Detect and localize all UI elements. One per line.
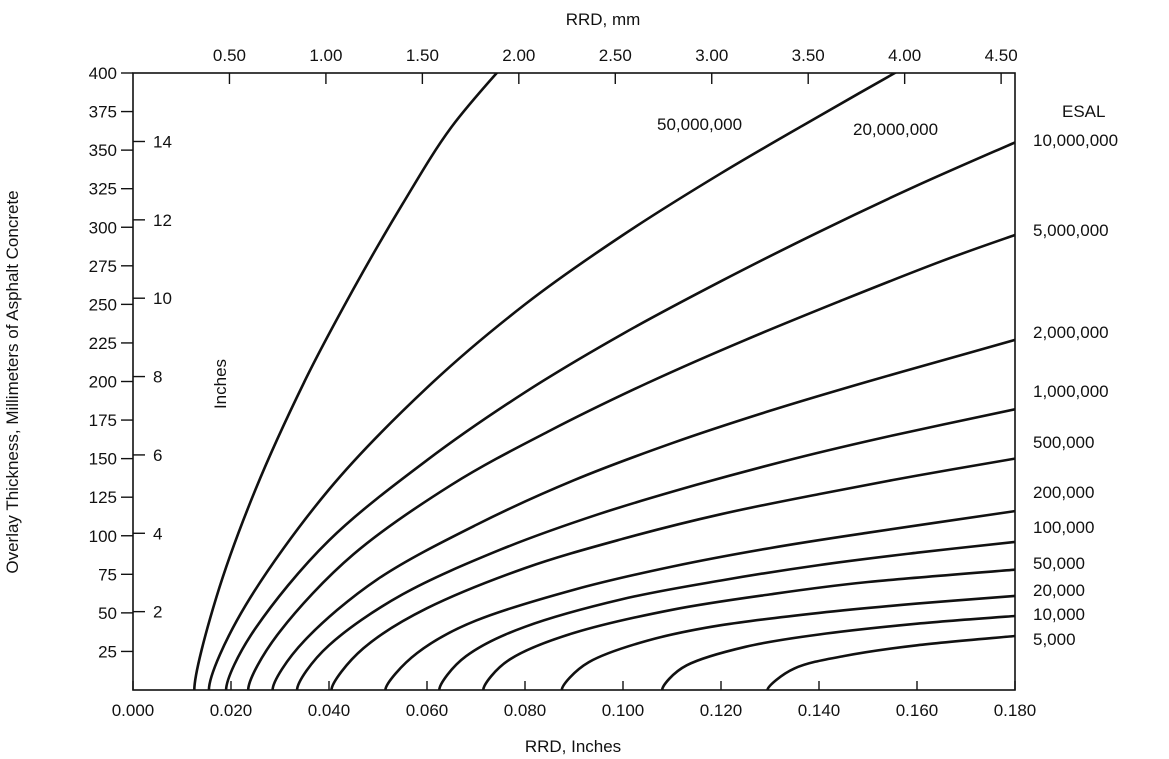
esal-curve [482, 568, 1015, 690]
esal-curve [295, 408, 1015, 690]
top-tick-label: 3.50 [792, 46, 825, 65]
x-tick-label: 0.100 [602, 701, 645, 720]
esal-curve-label: 50,000 [1033, 554, 1085, 573]
esal-curve-label: 50,000,000 [657, 115, 742, 134]
esal-curve [384, 509, 1015, 690]
y-axis-title: Overlay Thickness, Millimeters of Asphal… [3, 190, 22, 573]
top-axis-title: RRD, mm [566, 10, 641, 29]
esal-curve-label: 5,000 [1033, 630, 1076, 649]
esal-curve [246, 233, 1015, 690]
esal-curve [438, 540, 1015, 690]
x-tick-label: 0.060 [406, 701, 449, 720]
inches-axis-title: Inches [211, 359, 230, 409]
esal-curve-label: 2,000,000 [1033, 323, 1109, 342]
esal-curve-label: 10,000 [1033, 605, 1085, 624]
esal-curve-label: 200,000 [1033, 483, 1094, 502]
esal-curve [660, 614, 1015, 690]
esal-curve-label: 100,000 [1033, 518, 1094, 537]
x-tick-label: 0.020 [210, 701, 253, 720]
y-tick-label: 350 [89, 141, 117, 160]
y-tick-label: 250 [89, 295, 117, 314]
x-tick-label: 0.180 [994, 701, 1037, 720]
esal-curve-label: 20,000,000 [853, 120, 938, 139]
y-tick-label: 300 [89, 218, 117, 237]
y-tick-label: 25 [98, 642, 117, 661]
top-tick-label: 1.00 [309, 46, 342, 65]
x-tick-label: 0.160 [896, 701, 939, 720]
y-tick-label: 175 [89, 411, 117, 430]
y-tick-label: 125 [89, 488, 117, 507]
labels-group: 0.000 0.020 0.040 0.060 0.080 0.100 0.120 0.140… [89, 46, 1118, 720]
esal-legend-title: ESAL [1062, 102, 1105, 121]
esal-curve [193, 73, 499, 690]
esal-curve [224, 141, 1015, 690]
y-tick-label: 150 [89, 450, 117, 469]
curves-group [193, 73, 1015, 690]
esal-curve-label: 5,000,000 [1033, 221, 1109, 240]
esal-curve [766, 634, 1015, 690]
y-tick-label: 200 [89, 373, 117, 392]
esal-curve [560, 594, 1015, 690]
top-tick-label: 4.00 [888, 46, 921, 65]
top-tick-label: 4.50 [985, 46, 1018, 65]
inch-tick-label: 14 [153, 132, 172, 151]
top-tick-label: 0.50 [213, 46, 246, 65]
y-tick-label: 400 [89, 64, 117, 83]
y-tick-label: 50 [98, 604, 117, 623]
inch-tick-label: 2 [153, 603, 162, 622]
top-tick-label: 1.50 [406, 46, 439, 65]
top-tick-label: 2.50 [599, 46, 632, 65]
esal-curve [330, 457, 1015, 690]
top-tick-label: 2.00 [502, 46, 535, 65]
x-tick-label: 0.080 [504, 701, 547, 720]
inch-tick-label: 8 [153, 368, 162, 387]
y-tick-label: 325 [89, 180, 117, 199]
x-tick-label: 0.040 [308, 701, 351, 720]
inch-tick-label: 12 [153, 211, 172, 230]
ticks-group [121, 72, 1016, 690]
x-tick-label: 0.120 [700, 701, 743, 720]
y-tick-label: 100 [89, 527, 117, 546]
esal-curve-label: 10,000,000 [1033, 131, 1118, 150]
y-tick-label: 225 [89, 334, 117, 353]
x-tick-label: 0.140 [798, 701, 841, 720]
plot-frame [132, 72, 1016, 691]
x-tick-label: 0.000 [112, 701, 155, 720]
esal-curve-label: 1,000,000 [1033, 382, 1109, 401]
inch-tick-label: 10 [153, 289, 172, 308]
top-tick-label: 3.00 [695, 46, 728, 65]
x-axis-title: RRD, Inches [525, 737, 621, 756]
y-tick-label: 375 [89, 103, 117, 122]
inch-tick-label: 6 [153, 446, 162, 465]
esal-curve-label: 20,000 [1033, 581, 1085, 600]
esal-curve [207, 73, 898, 690]
esal-curve [271, 338, 1015, 690]
y-tick-label: 75 [98, 565, 117, 584]
inch-tick-label: 4 [153, 524, 162, 543]
esal-curve-label: 500,000 [1033, 433, 1094, 452]
y-tick-label: 275 [89, 257, 117, 276]
